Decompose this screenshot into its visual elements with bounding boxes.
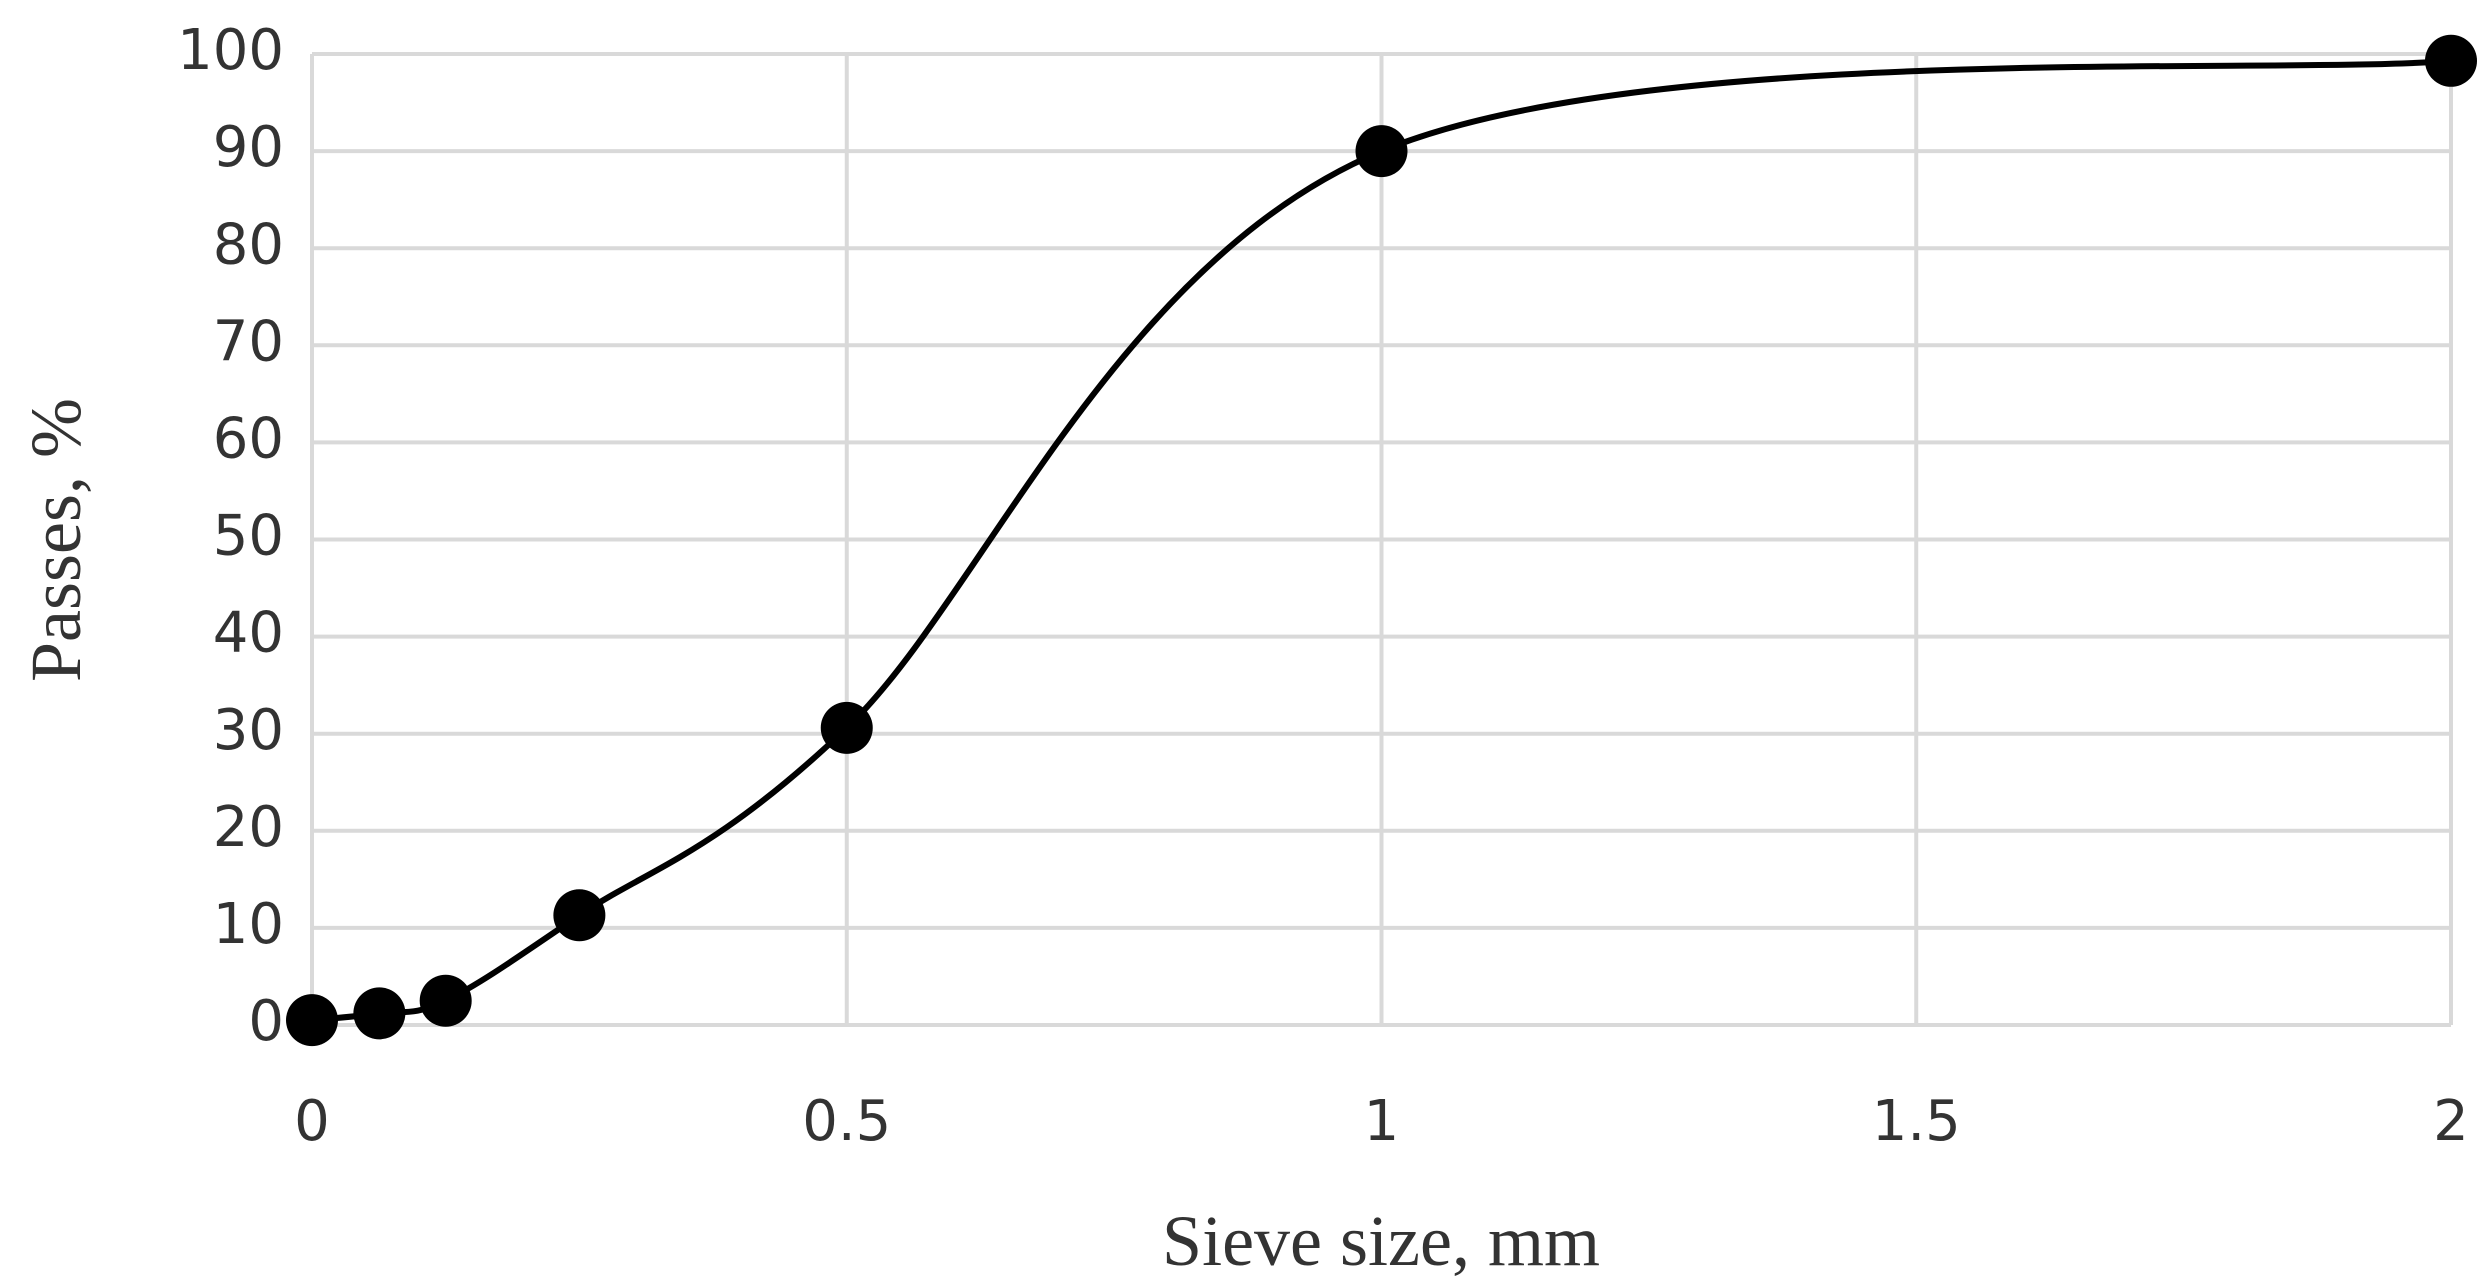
y-tick-label: 70 <box>213 309 284 374</box>
x-tick-label: 2 <box>2433 1089 2469 1154</box>
y-tick-label: 100 <box>177 18 284 83</box>
y-tick-label: 30 <box>213 698 284 763</box>
marker <box>820 701 873 754</box>
y-tick-label: 10 <box>213 892 284 957</box>
y-tick-label: 60 <box>213 407 284 472</box>
marker <box>286 994 338 1047</box>
marker <box>2425 34 2477 87</box>
x-tick-label: 0 <box>294 1089 330 1154</box>
x-tick-label: 1.5 <box>1872 1089 1961 1154</box>
x-axis-title: Sieve size, mm <box>1162 1201 1600 1281</box>
marker <box>553 889 606 942</box>
y-tick-label: 90 <box>213 115 284 180</box>
y-tick-label: 20 <box>213 795 284 860</box>
marker <box>1355 125 1408 178</box>
y-tick-label: 40 <box>213 601 284 666</box>
x-tick-label: 1 <box>1364 1089 1400 1154</box>
y-tick-label: 80 <box>213 212 284 277</box>
y-tick-label: 50 <box>213 504 284 569</box>
marker <box>419 974 472 1027</box>
y-tick-label: 0 <box>248 989 284 1054</box>
x-tick-label: 0.5 <box>802 1089 891 1154</box>
y-axis-title: Passes, % <box>16 398 96 682</box>
marker <box>353 987 406 1040</box>
